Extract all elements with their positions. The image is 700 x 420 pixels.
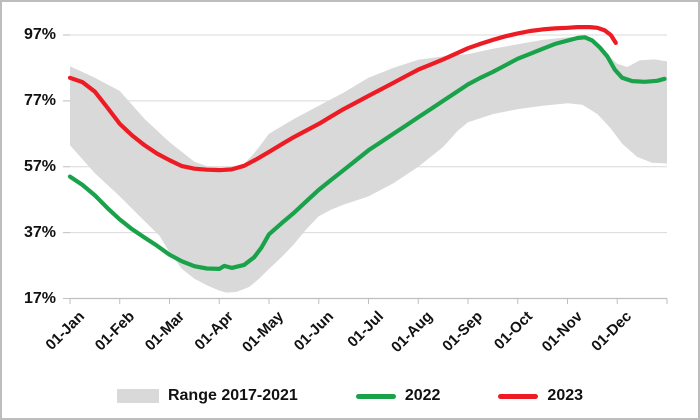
legend-item-range: Range 2017-2021 xyxy=(116,387,298,405)
x-tick-label: 01-May xyxy=(239,308,288,356)
line-2023-swatch xyxy=(498,393,539,399)
x-tick-label: 01-Nov xyxy=(538,308,586,356)
y-tick-label: 17% xyxy=(23,289,56,307)
legend-item-2023: 2023 xyxy=(498,387,583,405)
x-tick-label: 01-Sep xyxy=(439,308,487,355)
range-band xyxy=(70,36,667,293)
x-tick-label: 01-Aug xyxy=(388,308,437,356)
line-2022-swatch xyxy=(355,393,396,399)
x-tick-label: 01-Feb xyxy=(91,308,138,355)
plot-area xyxy=(63,25,668,304)
x-tick-label: 01-Jan xyxy=(42,308,89,354)
y-tick-label: 57% xyxy=(23,157,56,175)
legend-label-2023: 2023 xyxy=(547,387,584,404)
x-tick-label: 01-Mar xyxy=(141,308,188,355)
x-tick-label: 01-Oct xyxy=(490,308,536,354)
legend-label-2022: 2022 xyxy=(404,387,441,404)
y-tick-label: 37% xyxy=(23,223,56,241)
range-band-swatch xyxy=(116,389,159,403)
x-tick-label: 01-Apr xyxy=(191,308,238,354)
series-line-2022 xyxy=(67,35,667,271)
y-tick-label: 77% xyxy=(23,91,56,109)
y-tick-label: 97% xyxy=(23,26,56,43)
legend-label-range: Range 2017-2021 xyxy=(167,387,298,404)
x-tick-label: 01-Jul xyxy=(343,308,387,351)
x-tick-label: 01-Dec xyxy=(588,308,636,355)
legend: Range 2017-2021 2022 2023 xyxy=(2,387,698,405)
series-line-2023 xyxy=(67,25,618,173)
legend-item-2022: 2022 xyxy=(355,387,441,405)
x-tick-label: 01-Jun xyxy=(290,308,337,355)
